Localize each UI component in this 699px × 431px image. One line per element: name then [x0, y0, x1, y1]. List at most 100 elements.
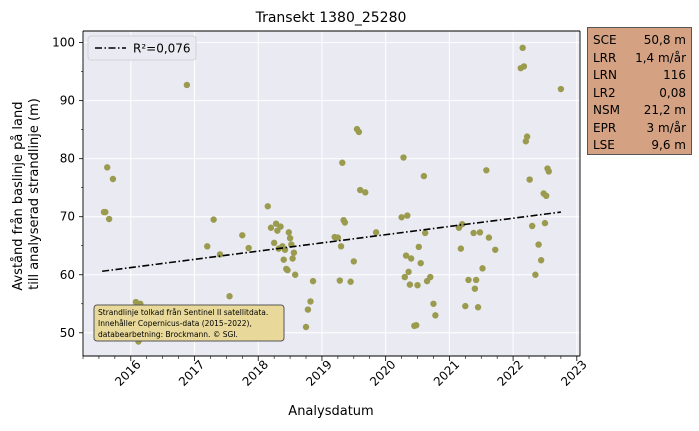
data-point	[102, 208, 109, 216]
data-point	[350, 258, 358, 265]
data-point	[267, 224, 275, 231]
data-point	[535, 241, 542, 248]
data-point	[239, 232, 246, 239]
data-point	[400, 154, 407, 161]
data-point	[302, 323, 310, 331]
data-source-note-box	[93, 304, 285, 342]
data-point	[372, 229, 380, 236]
x-tick-label: 2022	[495, 357, 526, 388]
data-source-note-line-3: databearbetning: Brockmann. © SGI.	[98, 330, 238, 339]
legend-label: R²=0,076	[133, 42, 191, 56]
data-point	[485, 234, 493, 241]
stat-key: EPR	[593, 120, 617, 135]
data-point	[471, 285, 479, 292]
plot-area	[83, 31, 580, 356]
data-point	[519, 44, 526, 52]
data-point	[414, 281, 421, 289]
data-point	[492, 246, 499, 253]
data-point	[264, 203, 271, 210]
data-point	[417, 259, 424, 267]
data-point	[336, 277, 343, 284]
data-point	[309, 277, 317, 285]
data-point	[462, 302, 469, 310]
data-point	[270, 239, 278, 247]
stat-value: 21,2 m	[643, 103, 686, 117]
chart-title: Transekt 1380_25280	[255, 10, 407, 26]
data-point	[226, 293, 233, 300]
x-tick-label: 2017	[176, 357, 207, 388]
stat-key: LSE	[593, 138, 615, 152]
stat-key: LRR	[593, 50, 617, 65]
stat-value: 116	[663, 68, 686, 82]
stat-value: 1,4 m/år	[635, 50, 686, 65]
data-point	[285, 229, 293, 236]
data-point	[355, 128, 363, 136]
data-point	[529, 222, 536, 230]
data-point	[405, 268, 412, 276]
data-point	[334, 234, 342, 241]
data-point	[105, 215, 113, 223]
data-point	[347, 278, 354, 285]
data-point	[458, 221, 466, 228]
stat-row-lse: LSE 9,6 m	[593, 137, 686, 155]
data-point	[427, 273, 434, 281]
data-point	[474, 304, 482, 311]
legend: R²=0,076	[87, 35, 197, 61]
data-point	[483, 167, 490, 174]
data-point	[472, 276, 480, 284]
stat-row-nsm: NSM 21,2 m	[593, 102, 686, 120]
y-axis-label: Avstånd från baslinje på land till analy…	[11, 97, 42, 290]
stat-key: SCE	[593, 33, 617, 47]
trend-line	[102, 211, 561, 273]
data-points	[100, 44, 565, 345]
data-point	[526, 176, 533, 183]
data-point	[470, 229, 477, 237]
data-source-note-line-2: Innehåller Copernicus-data (2015–2022),	[98, 319, 252, 328]
data-point	[523, 133, 531, 140]
data-point	[404, 212, 411, 219]
stat-row-sce: SCE 50,8 m	[593, 32, 686, 50]
data-point	[476, 229, 484, 236]
data-point	[280, 256, 287, 263]
legend-box	[87, 35, 197, 61]
data-point	[557, 85, 565, 93]
data-point	[402, 252, 410, 259]
data-source-note-line-1: Strandlinje tolkad från Sentinel II sate…	[98, 308, 268, 317]
y-tick-label: 70	[60, 210, 75, 224]
data-point	[520, 63, 528, 70]
data-point	[341, 219, 349, 226]
stat-row-lr2: LR2 0,08	[593, 85, 686, 103]
data-point	[532, 271, 539, 278]
data-point	[430, 300, 437, 307]
data-point	[109, 175, 117, 183]
y-tick-labels: 50 60 70 80 90 100	[52, 36, 75, 340]
data-point	[543, 192, 550, 200]
data-point	[356, 186, 364, 194]
trend-line-group	[102, 211, 561, 273]
stat-key: LR2	[593, 85, 616, 100]
data-point	[479, 265, 486, 272]
data-point	[401, 273, 408, 281]
data-point	[413, 322, 420, 329]
y-tick-label: 100	[52, 36, 75, 50]
data-point	[339, 159, 346, 166]
data-point	[245, 244, 252, 252]
data-point	[286, 234, 294, 242]
data-point	[398, 214, 405, 221]
data-point	[421, 229, 429, 237]
x-tick-label: 2021	[431, 357, 462, 388]
axes	[79, 30, 581, 361]
stat-value: 0,08	[659, 85, 686, 100]
x-tick-label: 2019	[303, 357, 334, 388]
x-tick-label: 2020	[367, 357, 398, 388]
data-point	[406, 281, 414, 288]
data-point	[432, 312, 439, 319]
stat-value: 9,6 m	[651, 138, 686, 152]
stat-row-lrr: LRR 1,4 m/år	[593, 50, 686, 68]
stat-value: 3 m/år	[646, 120, 686, 135]
x-tick-label: 2016	[112, 357, 143, 388]
data-point	[407, 255, 415, 262]
data-point	[291, 271, 299, 278]
data-point	[362, 189, 369, 196]
data-point	[304, 306, 312, 313]
